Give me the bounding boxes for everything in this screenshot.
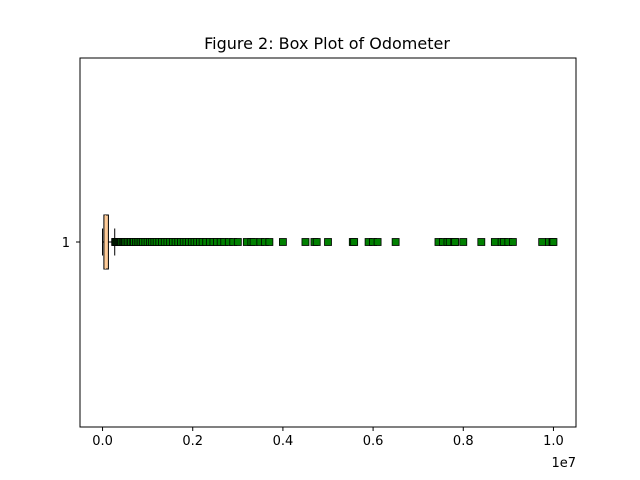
outlier-point [477,238,486,246]
outlier-point [312,238,321,246]
outlier-point [459,238,468,246]
outlier-point [490,238,499,246]
outlier-point [324,238,332,246]
x-tick-label: 0.0 [92,434,113,449]
outlier-point [391,238,400,246]
x-axis: 0.0 0.2 0.4 0.6 0.8 1.0 [92,427,564,449]
outlier-point [538,238,547,246]
box-iqr [103,214,109,270]
plot-area [102,214,558,270]
outlier-point [451,238,460,246]
outlier-point [265,238,274,246]
outlier-point [279,238,287,246]
x-tick-label: 0.4 [273,434,294,449]
outlier-point [350,238,359,246]
x-tick-label: 0.6 [363,434,384,449]
outlier-point [373,238,382,246]
outlier-point [549,238,558,246]
x-tick-label: 0.2 [182,434,203,449]
y-tick-label: 1 [62,236,70,251]
y-axis: 1 [62,236,80,251]
chart-title: Figure 2: Box Plot of Odometer [204,34,450,53]
outlier-point [508,238,517,246]
outlier-point [233,238,242,246]
x-axis-offset-label: 1e7 [551,456,576,471]
x-tick-label: 0.8 [453,434,474,449]
outlier-point [301,238,310,246]
outlier-point [249,238,258,246]
x-tick-label: 1.0 [543,434,564,449]
